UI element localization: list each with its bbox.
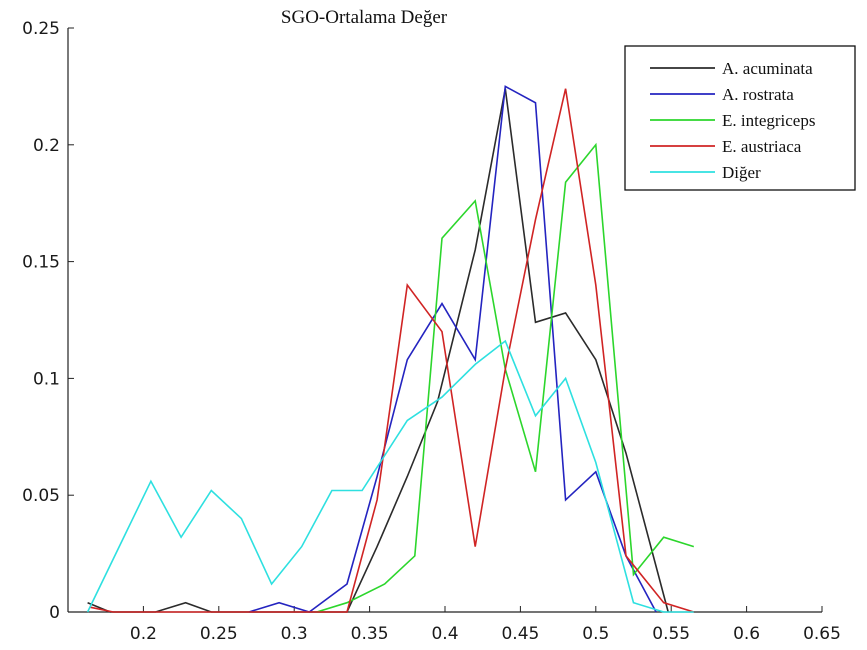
legend-label: E. integriceps	[722, 111, 815, 130]
legend-label: A. acuminata	[722, 59, 813, 78]
y-tick-label: 0	[49, 603, 60, 623]
series-lines	[86, 85, 695, 613]
y-tick-label: 0.2	[33, 136, 60, 156]
legend-label: Diğer	[722, 163, 761, 182]
series-line-a-acuminata	[87, 88, 669, 613]
axes: 0.2 0.25 0.3 0.35 0.4 0.45 0.5 0.55 0.6 0.65 0 0.05…	[22, 19, 841, 644]
legend-box	[624, 45, 856, 191]
x-tick-label: 0.5	[582, 624, 609, 644]
legend: A. acuminata A. rostrata E. integriceps E. …	[624, 45, 856, 191]
x-tick-label: 0.55	[652, 624, 690, 644]
x-tick-label: 0.35	[351, 624, 389, 644]
x-tick-label: 0.6	[733, 624, 760, 644]
x-tick-label: 0.4	[431, 624, 458, 644]
legend-label: E. austriaca	[722, 137, 802, 156]
series-line-di-er	[86, 339, 694, 613]
y-tick-label: 0.25	[22, 19, 60, 39]
y-tick-label: 0.15	[22, 253, 60, 273]
series-line-e-integriceps	[316, 142, 695, 613]
legend-label: A. rostrata	[722, 85, 794, 104]
x-tick-label: 0.45	[501, 624, 539, 644]
series-line-e-austriaca	[90, 88, 695, 613]
x-tick-label: 0.2	[130, 624, 157, 644]
chart-title: SGO-Ortalama Değer	[281, 7, 448, 28]
series-line-a-rostrata	[248, 85, 657, 613]
x-tick-label: 0.25	[200, 624, 238, 644]
y-tick-label: 0.1	[33, 369, 60, 389]
y-tick-label: 0.05	[22, 486, 60, 506]
x-tick-label: 0.3	[281, 624, 308, 644]
x-tick-label: 0.65	[803, 624, 841, 644]
